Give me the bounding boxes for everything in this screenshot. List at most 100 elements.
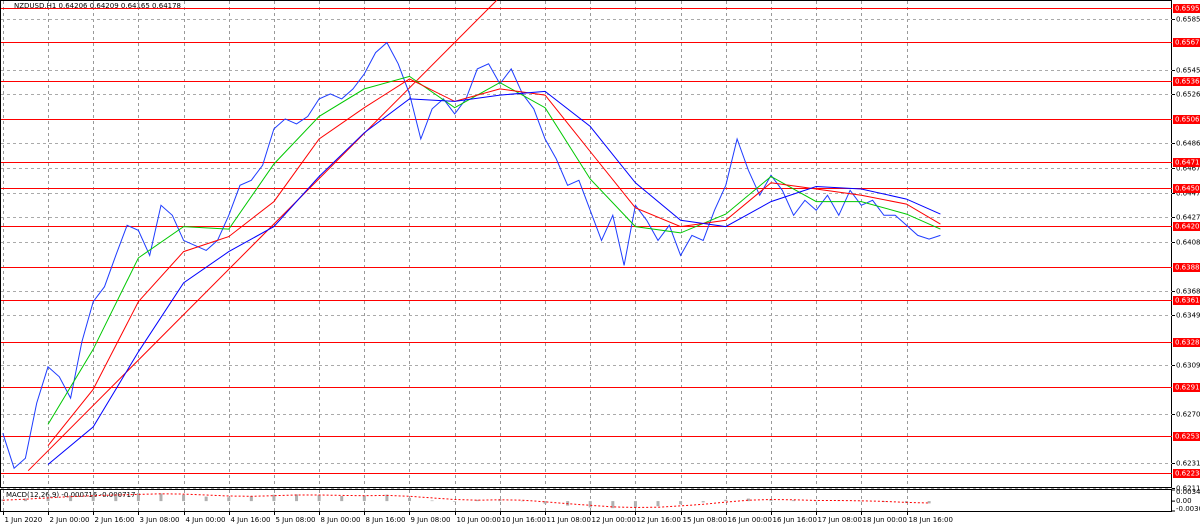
level-label-box [1173, 77, 1200, 86]
x-tick-label: 11 Jun 08:00 [547, 516, 591, 524]
level-label: 0.62919 [1175, 384, 1200, 392]
macd-bar [859, 500, 863, 502]
level-label-box [1173, 338, 1200, 347]
x-tick-label: 18 Jun 16:00 [909, 516, 953, 524]
x-tick-label: 12 Jun 16:00 [637, 516, 681, 524]
level-label-box [1173, 383, 1200, 392]
x-tick-label: 18 Jun 00:00 [863, 516, 907, 524]
macd-bar [611, 501, 615, 509]
level-label-box [1173, 263, 1200, 272]
macd-bar [385, 494, 389, 502]
level-label: 0.62531 [1175, 433, 1200, 441]
macd-title: MACD(12,26,9) -0.000716 -0.000717 [6, 491, 135, 499]
trend-line [27, 0, 498, 472]
level-label-box [1173, 158, 1200, 167]
x-tick-label: 5 Jun 08:00 [276, 516, 316, 524]
macd-bar [227, 497, 231, 502]
macd-bar [182, 494, 186, 502]
macd-bar [701, 501, 705, 503]
x-tick-label: 3 Jun 08:00 [140, 516, 180, 524]
macd-bar [46, 496, 50, 502]
level-label-box [1173, 38, 1200, 47]
macd-bar [407, 497, 411, 502]
y-tick-label: 0.00 [1176, 497, 1192, 505]
macd-bar [588, 501, 592, 508]
macd-bar [679, 501, 683, 505]
level-label: 0.64509 [1175, 185, 1200, 193]
macd-bar [430, 500, 434, 502]
x-tick-label: 16 Jun 16:00 [773, 516, 817, 524]
x-tick-label: 4 Jun 00:00 [186, 516, 226, 524]
moving-average [47, 90, 941, 465]
macd-bar [204, 496, 208, 502]
x-tick-label: 12 Jun 00:00 [592, 516, 636, 524]
x-tick-label: 4 Jun 16:00 [231, 516, 271, 524]
x-tick-label: 16 Jun 00:00 [728, 516, 772, 524]
level-label-box [1173, 222, 1200, 231]
level-label-box [1173, 432, 1200, 441]
y-tick-label: 0.65855 [1176, 16, 1200, 24]
x-tick-label: 8 Jun 16:00 [366, 516, 406, 524]
macd-bar [69, 495, 73, 502]
x-tick-label: 1 Jun 2020 [5, 516, 43, 524]
y-tick-label: 0.64275 [1176, 214, 1200, 222]
macd-bar [814, 500, 818, 502]
x-tick-label: 10 Jun 16:00 [502, 516, 546, 524]
x-tick-label: 8 Jun 00:00 [321, 516, 361, 524]
macd-bar [927, 501, 931, 504]
x-tick-label: 15 Jun 08:00 [683, 516, 727, 524]
level-label-box [1173, 4, 1200, 13]
macd-bar [746, 498, 750, 502]
moving-average [47, 75, 941, 425]
x-tick-label: 9 Jun 08:00 [411, 516, 451, 524]
macd-bar [882, 501, 886, 503]
macd-bar [362, 495, 366, 502]
x-tick-label: 17 Jun 08:00 [818, 516, 862, 524]
macd-bar [520, 500, 524, 502]
macd-bar [23, 498, 27, 502]
macd-bar [633, 501, 637, 508]
macd-bar [475, 499, 479, 502]
level-label-box [1173, 115, 1200, 124]
macd-bar [792, 500, 796, 502]
moving-average [47, 78, 941, 447]
level-label: 0.65677 [1175, 39, 1200, 47]
macd-bar [769, 499, 773, 502]
level-label: 0.65061 [1175, 116, 1200, 124]
macd-bar [656, 501, 660, 507]
x-tick-label: 2 Jun 16:00 [95, 516, 135, 524]
level-label-box [1173, 296, 1200, 305]
y-tick-label: 0.003473 [1176, 488, 1200, 496]
chart-title: NZDUSD,H1 0.64206 0.64209 0.64165 0.6417… [14, 2, 181, 10]
macd-bar [453, 501, 457, 502]
macd-bar [114, 494, 118, 502]
macd-bar [724, 499, 728, 502]
signal-line [2, 493, 930, 509]
level-label: 0.64202 [1175, 223, 1200, 231]
y-tick-label: 0.63095 [1176, 362, 1200, 370]
main-panel-frame [0, 0, 1172, 488]
y-tick-label: 0.64865 [1176, 140, 1200, 148]
level-label: 0.63614 [1175, 297, 1200, 305]
y-tick-label: 0.63685 [1176, 288, 1200, 296]
macd-bar [136, 493, 140, 502]
level-label-box [1173, 469, 1200, 478]
macd-bar [91, 494, 95, 502]
y-tick-label: -0.00309 [1176, 505, 1200, 513]
macd-bar [272, 494, 276, 502]
x-tick-label: 10 Jun 00:00 [457, 516, 501, 524]
macd-bar [317, 495, 321, 502]
x-tick-label: 2 Jun 00:00 [50, 516, 90, 524]
